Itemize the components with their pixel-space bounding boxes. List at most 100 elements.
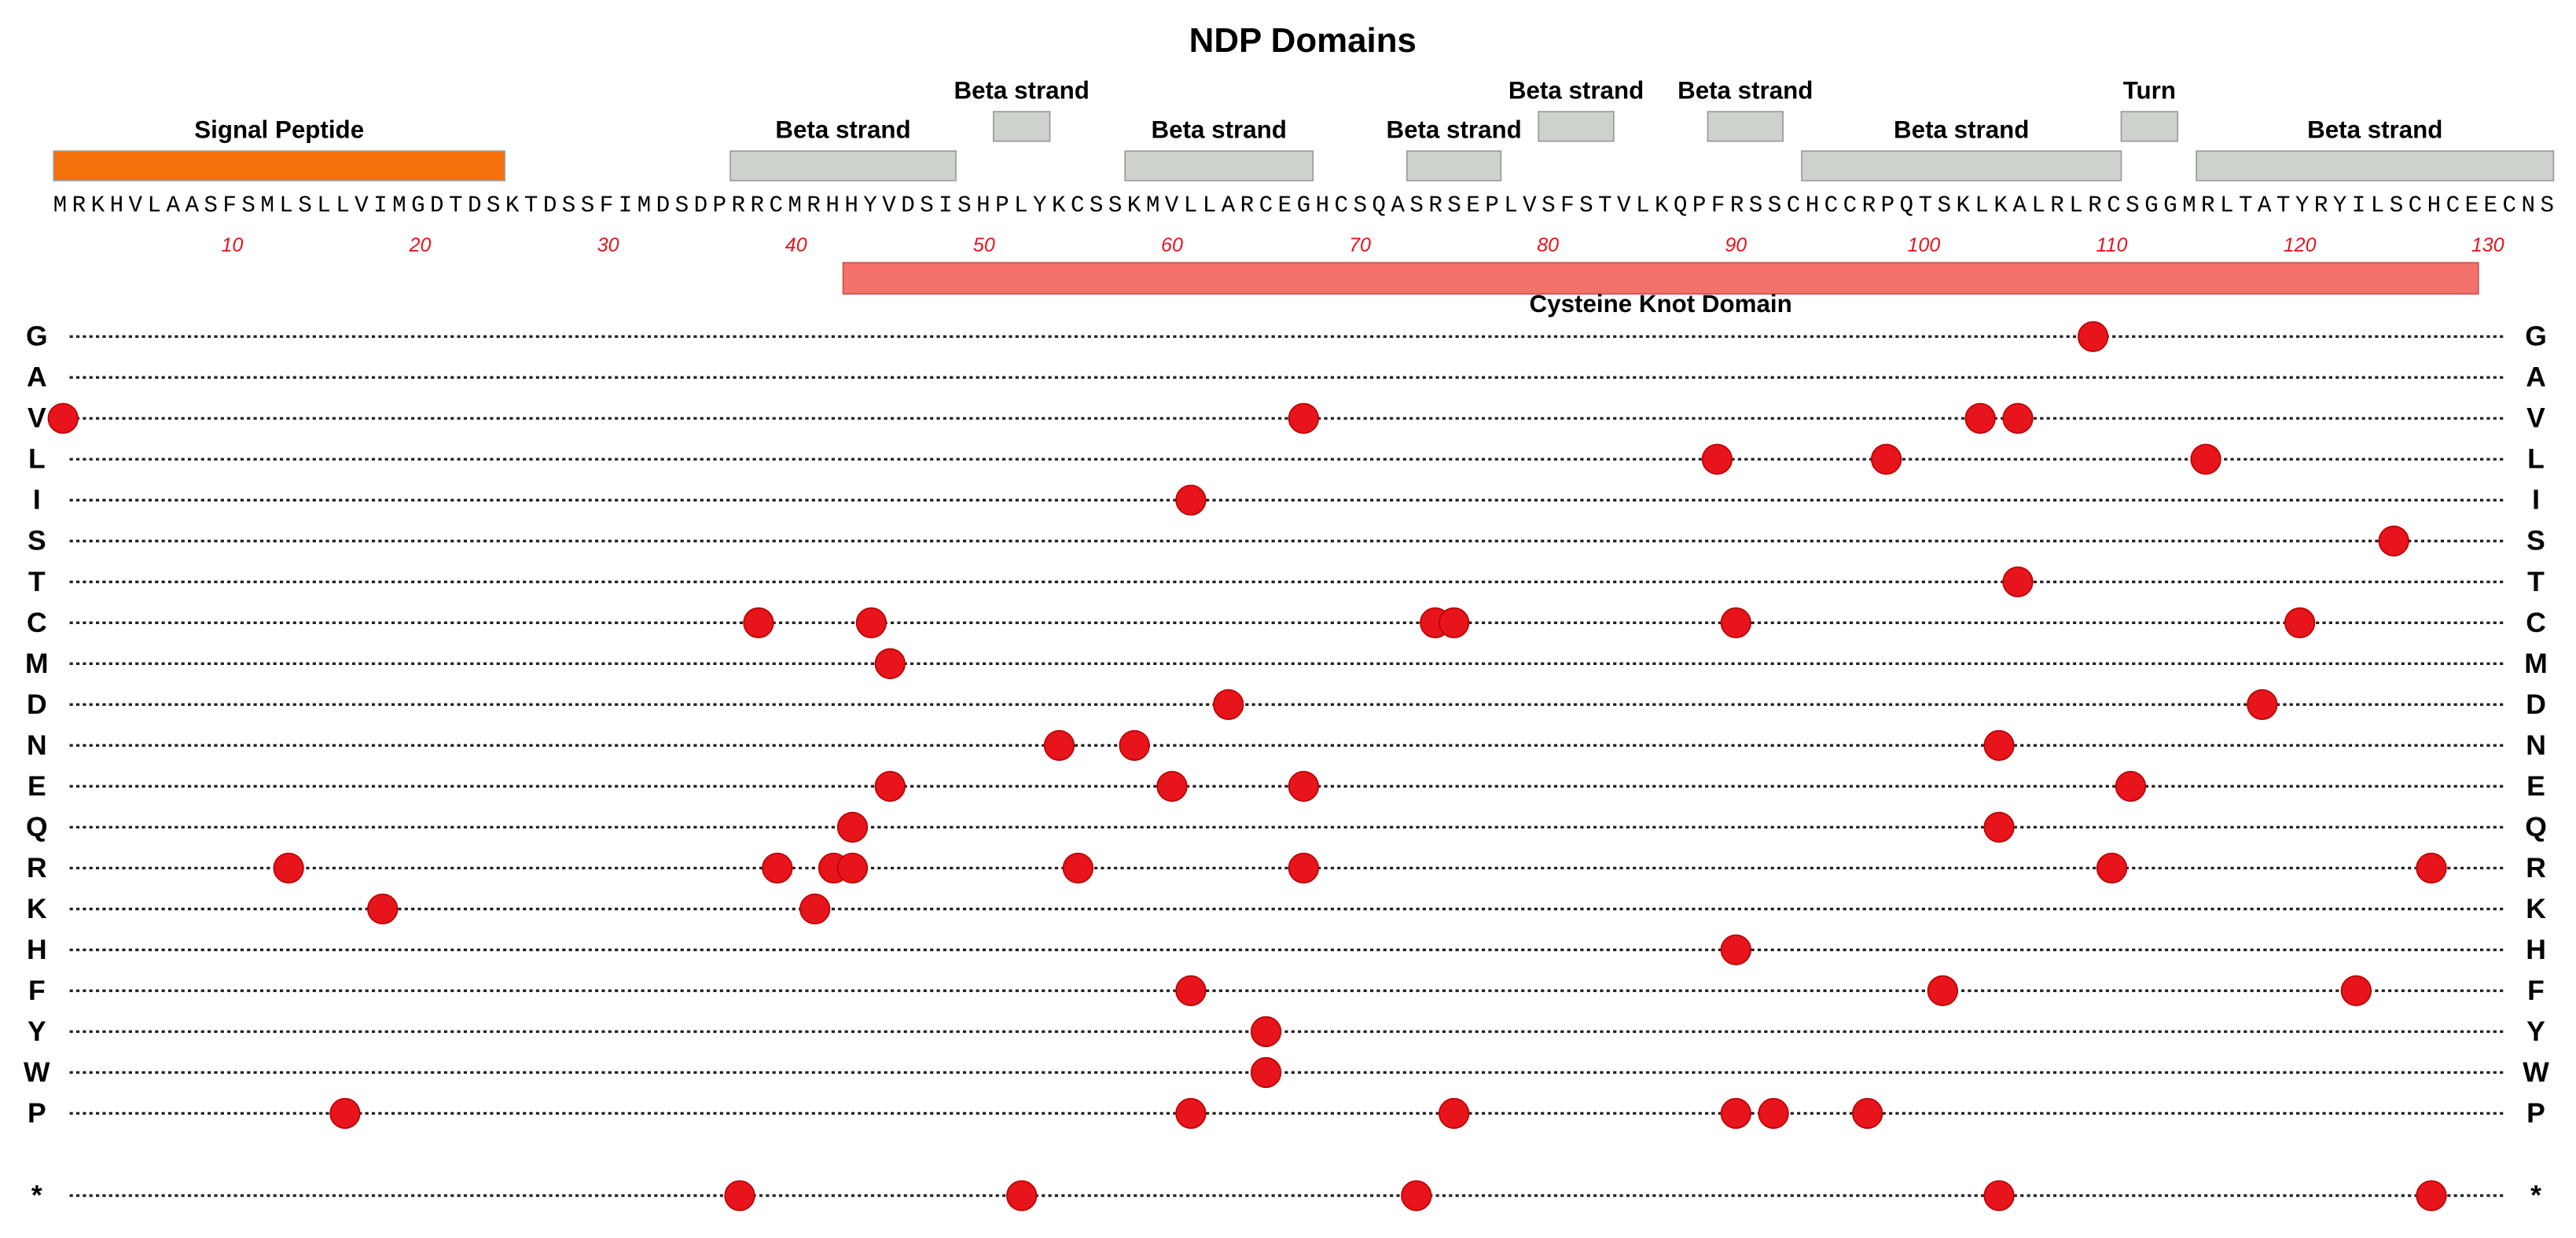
mutation-dot: [1250, 1016, 1282, 1048]
row-label-right: G: [2525, 321, 2547, 352]
row-label: M: [25, 648, 49, 679]
mutation-dot: [836, 852, 869, 884]
mutation-dot: [2115, 770, 2147, 802]
x-tick-label: 40: [785, 234, 807, 256]
mutation-dot: [2378, 525, 2409, 557]
mutation-dot: [1175, 484, 1207, 516]
row-label-right: S: [2526, 525, 2545, 557]
row-label: T: [28, 566, 46, 597]
row-label-right: A: [2526, 362, 2546, 393]
row-label-right: L: [2527, 443, 2545, 475]
mutation-dot: [762, 852, 793, 884]
x-tick-label: 50: [973, 234, 995, 256]
domain-label: Signal Peptide: [194, 116, 364, 143]
row-label-right: *: [2530, 1180, 2541, 1211]
domain-label: Beta strand: [1386, 116, 1521, 143]
mutation-dot: [1175, 975, 1207, 1007]
domain-box: [992, 111, 1051, 142]
row-label: I: [33, 484, 41, 516]
mutation-dot: [1288, 770, 1319, 802]
x-tick-label: 130: [2471, 234, 2504, 256]
mutation-dot: [1156, 770, 1188, 802]
mutation-dot: [1119, 729, 1150, 761]
row-label-right: R: [2526, 852, 2546, 883]
mutation-dot: [1175, 1097, 1207, 1130]
row-label: R: [27, 852, 47, 883]
mutation-dot: [2416, 1180, 2447, 1211]
mutation-dot: [855, 607, 887, 638]
mutation-dot: [273, 852, 304, 884]
row-label-right: I: [2532, 484, 2540, 516]
mutation-dot: [1213, 689, 1244, 720]
row-label-right: P: [2526, 1097, 2545, 1129]
domain-box: [1406, 150, 1502, 182]
domain-box: [1538, 111, 1615, 142]
domain-box: [53, 150, 505, 182]
row-label: L: [28, 443, 46, 475]
mutation-dot: [1983, 729, 2015, 761]
row-label-right: H: [2526, 934, 2546, 965]
x-tick-label: 30: [597, 234, 619, 256]
row-label: V: [28, 402, 46, 434]
row-label-right: N: [2526, 729, 2546, 761]
mutation-dot: [2077, 321, 2109, 352]
mutation-dot: [367, 893, 399, 925]
domain-label: Beta strand: [1894, 116, 2029, 143]
mutation-dot: [1720, 607, 1751, 638]
row-label: C: [27, 607, 47, 638]
domain-label: Beta strand: [954, 76, 1089, 104]
row-label: P: [28, 1097, 46, 1129]
mutation-dot: [1288, 852, 1319, 884]
row-label: G: [26, 321, 48, 352]
row-label-right: V: [2526, 402, 2545, 434]
row-label-right: T: [2527, 566, 2545, 597]
mutation-dot: [329, 1097, 361, 1130]
x-tick-label: 70: [1349, 234, 1371, 256]
mutation-dot: [1250, 1056, 1282, 1089]
row-label: *: [31, 1180, 42, 1211]
mutation-dot: [2340, 975, 2372, 1007]
row-label: N: [27, 729, 47, 761]
row-label: D: [27, 689, 47, 720]
mutation-dot: [1401, 1180, 1432, 1211]
row-label-right: W: [2523, 1056, 2549, 1088]
x-tick-label: 20: [409, 234, 432, 256]
mutation-dot: [1043, 729, 1075, 761]
mutation-dot: [799, 893, 831, 925]
row-label: F: [28, 975, 46, 1006]
row-label-right: E: [2526, 770, 2545, 802]
row-label-right: D: [2526, 689, 2546, 720]
mutation-dot: [874, 770, 906, 802]
mutation-dot: [874, 648, 906, 679]
mutation-dot: [1006, 1180, 1038, 1211]
row-label: H: [27, 934, 47, 965]
x-tick-label: 100: [1908, 234, 1941, 256]
mutation-dot: [1720, 934, 1751, 966]
mutation-dot: [1720, 1097, 1751, 1130]
mutation-dot: [47, 402, 79, 434]
domain-label: Beta strand: [1678, 76, 1813, 104]
region-label: Cysteine Knot Domain: [1530, 290, 1792, 318]
mutation-dot: [1870, 443, 1902, 475]
row-label: A: [27, 362, 47, 393]
domain-label: Beta strand: [775, 116, 910, 143]
x-tick-label: 10: [221, 234, 243, 256]
domain-box: [2120, 111, 2179, 142]
mutation-dot: [1983, 1180, 2015, 1211]
mutation-dot: [1438, 1097, 1470, 1130]
mutation-dot: [1964, 402, 1996, 434]
mutation-dot: [1062, 852, 1094, 884]
row-label: E: [28, 770, 46, 802]
mutation-dot: [1983, 811, 2015, 843]
row-label-right: Y: [2526, 1016, 2545, 1047]
mutation-dot: [2096, 852, 2128, 884]
domain-label: Beta strand: [2307, 116, 2442, 143]
x-tick-label: 90: [1725, 234, 1747, 256]
row-label-right: K: [2526, 893, 2546, 924]
mutation-dot: [743, 607, 774, 638]
mutation-dot: [2002, 566, 2034, 597]
x-tick-label: 80: [1537, 234, 1559, 256]
row-label-right: C: [2526, 607, 2546, 638]
